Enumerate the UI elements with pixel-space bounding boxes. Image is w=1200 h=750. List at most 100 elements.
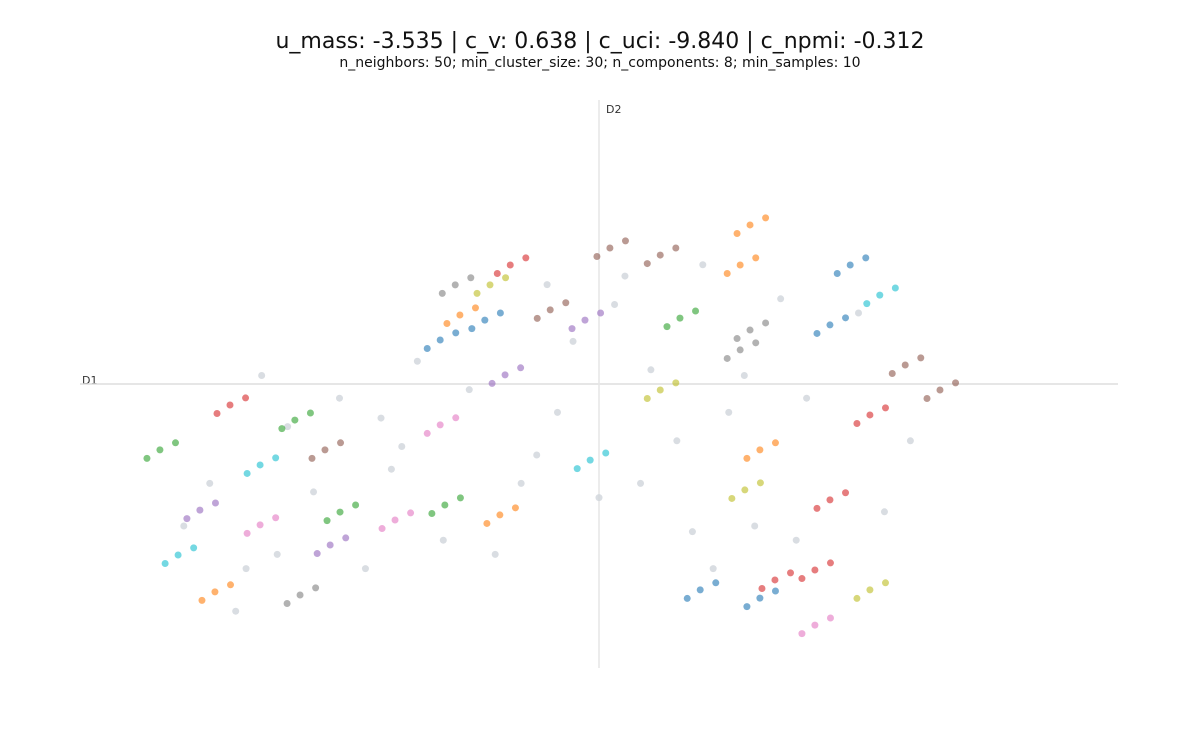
scatter-point: [562, 299, 570, 307]
scatter-point: [546, 306, 554, 314]
scatter-point: [506, 261, 514, 269]
scatter-point: [936, 386, 944, 394]
scatter-point: [826, 559, 834, 567]
scatter-point: [881, 579, 889, 587]
scatter-point: [891, 284, 899, 292]
scatter-point: [762, 214, 770, 222]
scatter-point: [174, 551, 182, 559]
scatter-point: [143, 454, 151, 462]
scatter-point: [862, 254, 870, 262]
scatter-point: [771, 576, 779, 584]
scatter-point: [312, 584, 320, 592]
y-axis-label: D2: [606, 103, 621, 116]
scatter-point: [917, 354, 925, 362]
scatter-point: [746, 326, 754, 334]
scatter-point: [880, 508, 888, 516]
scatter-point: [746, 221, 754, 229]
scatter-point: [407, 509, 415, 517]
scatter-point: [423, 345, 431, 352]
scatter-point: [243, 529, 251, 537]
scatter-point: [272, 454, 280, 462]
scatter-point: [441, 501, 449, 509]
scatter-point: [398, 442, 406, 450]
scatter-point: [502, 274, 510, 282]
scatter-point: [308, 454, 316, 462]
scatter-point: [456, 311, 464, 319]
scatter-point: [306, 409, 314, 417]
scatter-point: [310, 488, 318, 496]
scatter-point: [752, 254, 760, 262]
scatter-point: [496, 511, 504, 519]
scatter-point: [952, 379, 960, 387]
scatter-point: [486, 281, 494, 289]
chart-subtitle: n_neighbors: 50; min_cluster_size: 30; n…: [339, 55, 860, 71]
scatter-point: [352, 501, 360, 509]
scatter-point: [423, 429, 431, 437]
scatter-point: [842, 489, 850, 497]
scatter-point: [736, 346, 744, 354]
scatter-point: [533, 451, 541, 459]
scatter-point: [491, 550, 499, 558]
scatter-point: [452, 329, 460, 337]
scatter-point: [751, 522, 759, 530]
scatter-point: [377, 414, 385, 422]
scatter-point: [183, 515, 191, 523]
scatter-point: [743, 603, 751, 611]
scatter-point: [488, 379, 496, 387]
scatter-point: [573, 465, 581, 473]
scatter-point: [378, 525, 386, 533]
scatter-point: [798, 630, 806, 638]
scatter-point: [826, 614, 834, 622]
scatter-point: [232, 607, 240, 615]
scatter-point: [923, 394, 931, 402]
scatter-point: [569, 337, 577, 345]
scatter-point: [777, 295, 785, 303]
scatter-point: [676, 314, 684, 322]
scatter-point: [481, 316, 489, 324]
scatter-point: [211, 588, 219, 596]
scatter-point: [258, 371, 266, 379]
scatter-point: [465, 386, 473, 394]
scatter-point: [863, 300, 871, 308]
scatter-point: [323, 517, 331, 525]
scatter-point: [337, 439, 345, 447]
scatter-point: [473, 289, 481, 297]
scatter-point: [283, 600, 291, 608]
scatter-point: [156, 446, 164, 454]
scatter-point: [272, 514, 280, 522]
scatter-point: [656, 251, 664, 259]
scatter-point: [597, 309, 605, 317]
scatter-point: [517, 364, 525, 372]
scatter-point: [672, 379, 680, 387]
scatter-point: [468, 325, 476, 333]
scatter-point: [256, 461, 264, 469]
scatter-point: [752, 339, 760, 347]
scatter-point: [413, 357, 421, 365]
scatter-point: [787, 569, 795, 577]
scatter-point: [881, 404, 889, 412]
chart-title: u_mass: -3.535 | c_v: 0.638 | c_uci: -9.…: [275, 29, 924, 54]
scatter-point: [326, 541, 334, 549]
scatter-point: [581, 316, 589, 324]
scatter-point: [842, 314, 850, 322]
scatter-point: [826, 496, 834, 504]
scatter-point: [621, 237, 629, 245]
scatter-point: [483, 519, 491, 527]
scatter-point: [611, 300, 619, 308]
scatter-point: [211, 499, 219, 507]
scatter-point: [336, 508, 344, 516]
scatter-point: [602, 449, 610, 457]
scatter-point: [313, 550, 321, 558]
scatter-point: [522, 254, 530, 262]
scatter-point: [543, 281, 551, 289]
scatter-point: [533, 314, 541, 322]
scatter-point: [273, 550, 281, 558]
scatter-point: [206, 479, 214, 487]
scatter-point: [387, 465, 395, 473]
scatter-point: [803, 394, 811, 402]
scatter-point: [876, 291, 884, 299]
scatter-point: [595, 494, 603, 502]
scatter-point: [758, 584, 766, 592]
